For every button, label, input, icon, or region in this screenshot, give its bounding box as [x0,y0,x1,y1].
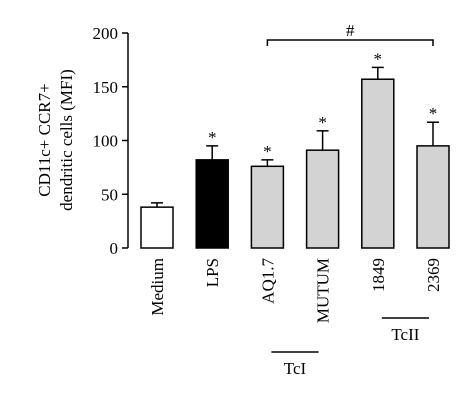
significance-marker: * [208,128,217,147]
x-tick-label: LPS [203,258,222,287]
y-axis-label: dendritic cells (MFI) [57,69,76,211]
bar [416,145,450,249]
bar [250,165,285,249]
y-axis-label: CD11c+ CCR7+ [35,83,54,196]
bar [195,159,229,249]
significance-marker: * [263,142,272,161]
bar [305,149,340,249]
x-tick-label: 1849 [369,258,388,292]
bracket-label: # [346,21,355,40]
x-tick-label: Medium [148,258,167,316]
significance-marker: * [429,104,438,123]
y-tick-label: 0 [110,239,119,258]
significance-bracket [266,39,434,46]
x-tick-label: 2369 [424,258,443,292]
bar [361,78,395,249]
significance-marker: * [374,49,383,68]
significance-marker: * [318,113,327,132]
group-label: TcII [391,325,419,344]
group-label: TcI [284,359,307,378]
x-tick-label: MUTUM [314,258,333,323]
y-tick-label: 150 [93,78,119,97]
bar [140,206,174,249]
y-tick-label: 200 [93,24,119,43]
x-tick-label: AQ1.7 [258,258,277,304]
y-tick-label: 50 [101,185,118,204]
y-tick-label: 100 [93,132,119,151]
